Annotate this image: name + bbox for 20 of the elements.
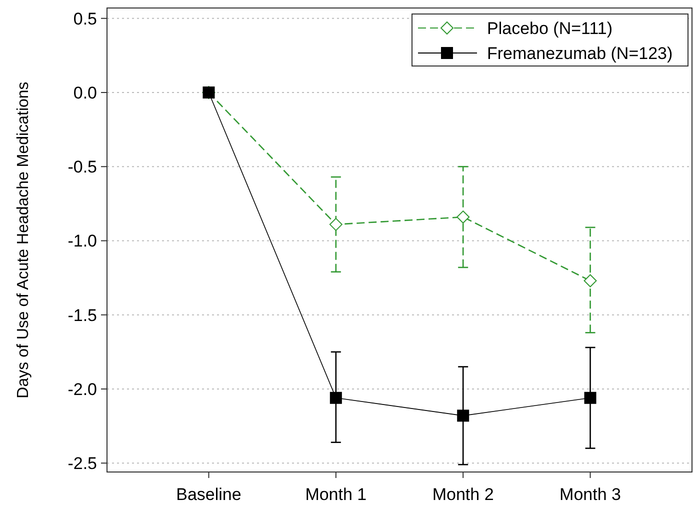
y-tick-label: -0.5	[68, 158, 97, 177]
point	[584, 392, 596, 404]
point	[457, 410, 470, 422]
x-tick-label: Month 2	[432, 485, 494, 504]
x-tick-label: Month 1	[305, 485, 367, 504]
y-tick-label: 0.0	[73, 83, 97, 102]
legend-label: Fremanezumab (N=123)	[487, 44, 673, 63]
y-tick-label: -2.5	[68, 454, 97, 474]
y-tick-label: 0.5	[73, 9, 97, 28]
point	[584, 274, 597, 288]
point	[456, 210, 470, 224]
x-tick-label: Month 3	[560, 485, 621, 504]
y-axis-title: Days of Use of Acute Headache Medications	[15, 82, 32, 398]
y-tick-label: -1.5	[68, 306, 97, 325]
x-tick-label: Baseline	[176, 485, 242, 504]
y-tick-label: -2.0	[68, 380, 97, 399]
point	[329, 218, 342, 231]
y-tick-label: -1.0	[68, 232, 97, 251]
legend-label: Placebo (N=111)	[487, 18, 613, 38]
point	[330, 392, 342, 404]
